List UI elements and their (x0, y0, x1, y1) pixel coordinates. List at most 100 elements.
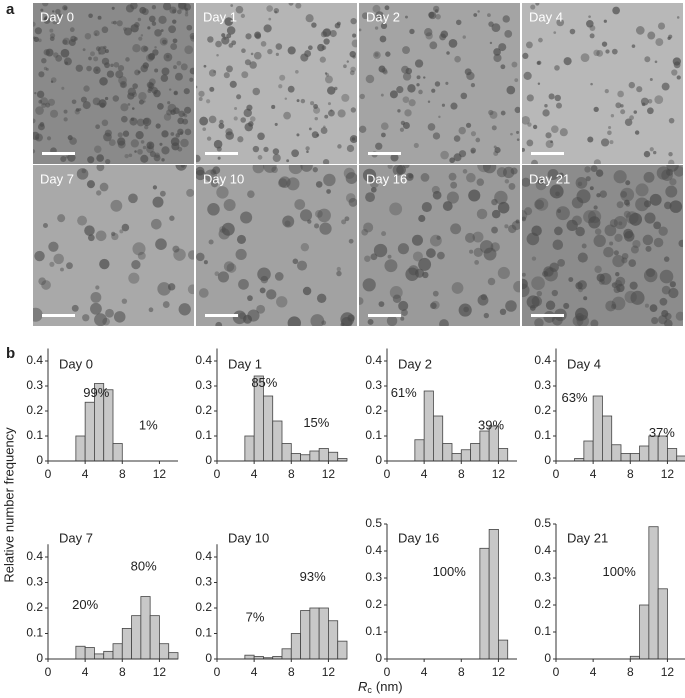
particle (609, 219, 618, 228)
particle (491, 23, 501, 32)
particle (240, 13, 246, 18)
particle (178, 110, 185, 118)
particle (437, 251, 445, 260)
particle (535, 3, 540, 6)
bar (309, 607, 320, 660)
particle (172, 9, 177, 14)
particle (551, 289, 558, 297)
particle (449, 157, 455, 164)
particle (465, 232, 476, 243)
bar (300, 454, 311, 462)
bar (244, 654, 255, 660)
particle (448, 39, 458, 48)
x-tick-label: 0 (214, 467, 221, 481)
particle (292, 258, 299, 265)
particle (314, 116, 318, 121)
scale-bar (368, 152, 401, 155)
particle (137, 17, 142, 22)
particle (575, 282, 583, 290)
particle (158, 15, 167, 24)
bar (290, 633, 301, 660)
particle (566, 219, 578, 232)
particle (55, 8, 61, 15)
particle (130, 117, 135, 121)
particle (324, 114, 329, 119)
particle (97, 46, 107, 55)
particles (196, 165, 357, 326)
particle (380, 122, 389, 130)
particle (245, 33, 252, 40)
particle (300, 98, 306, 104)
particle (162, 3, 172, 11)
y-tick-label: 0.2 (534, 403, 551, 417)
particle (310, 101, 315, 106)
particle (118, 76, 127, 85)
particle (94, 313, 108, 326)
annotation: 61% (391, 385, 417, 400)
x-label-subscript: c (367, 685, 372, 695)
particle (575, 176, 588, 189)
particle (635, 26, 645, 35)
particle (628, 259, 637, 267)
particle (605, 300, 617, 312)
particle (90, 291, 102, 303)
y-tick-label: 0.2 (195, 600, 212, 614)
particle (568, 277, 574, 282)
particle (647, 98, 653, 104)
bar (648, 526, 659, 660)
particle (44, 15, 50, 22)
particle (208, 115, 217, 124)
particle (658, 226, 668, 236)
particle (390, 153, 399, 162)
particle (96, 102, 100, 106)
particle (175, 133, 180, 138)
particle (504, 224, 509, 229)
annotation: 7% (246, 610, 265, 625)
particle (53, 52, 59, 58)
image-label: Day 4 (529, 9, 563, 24)
particle (647, 31, 656, 40)
particle (221, 222, 235, 236)
particle (247, 295, 253, 302)
particle (203, 260, 208, 265)
particle (487, 13, 491, 18)
particle (43, 66, 48, 71)
chart-title: Day 4 (567, 356, 601, 371)
particle (184, 45, 194, 55)
particle (499, 308, 507, 316)
particle (549, 262, 559, 272)
particle (111, 21, 115, 25)
particle (34, 27, 42, 35)
y-tick-label: 0.4 (534, 543, 551, 557)
particle (593, 159, 601, 164)
particle (477, 165, 491, 173)
particle (572, 315, 584, 326)
particles (196, 3, 357, 164)
annotation: 85% (251, 375, 277, 390)
particle (538, 37, 543, 43)
particle (623, 199, 630, 206)
particle (154, 29, 162, 37)
particle (244, 59, 251, 66)
particle (389, 286, 403, 299)
annotation: 93% (300, 569, 326, 584)
particle (210, 180, 219, 188)
particle (396, 86, 404, 94)
y-tick-label: 0.2 (534, 597, 551, 611)
particle (217, 271, 230, 283)
particle (644, 303, 649, 308)
particle (475, 137, 481, 143)
particle (225, 128, 233, 136)
particle (508, 183, 516, 190)
particle (556, 18, 565, 27)
particle (284, 220, 291, 227)
particle (593, 205, 598, 210)
particle (146, 81, 154, 89)
particle (477, 10, 480, 13)
particle (323, 173, 336, 187)
particle (621, 252, 629, 260)
particle (399, 127, 405, 132)
particle (375, 11, 384, 20)
particle (104, 96, 109, 101)
particle (537, 60, 542, 65)
